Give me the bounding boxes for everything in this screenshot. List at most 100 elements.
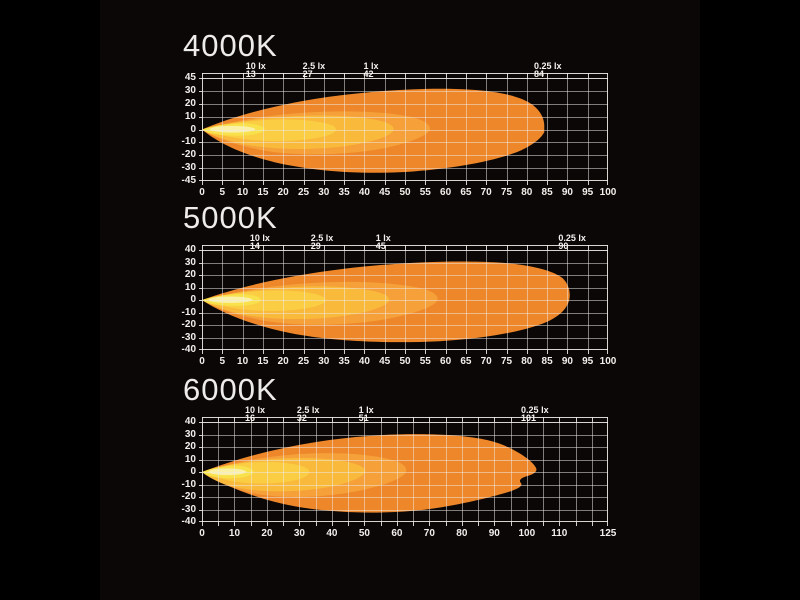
- top-ruler-tick: [592, 417, 593, 422]
- bottom-axis-tick: [466, 350, 467, 354]
- y-tick-label: 0: [190, 466, 196, 477]
- x-tick-label: 10: [228, 528, 241, 539]
- x-tick-label: 90: [488, 528, 500, 539]
- top-ruler-tick: [283, 245, 284, 250]
- top-ruler-tick: [348, 417, 349, 422]
- grid-hline: [202, 349, 608, 350]
- y-tick-label: 40: [184, 244, 196, 255]
- bottom-axis-tick: [507, 350, 508, 354]
- bottom-axis-tick: [243, 350, 244, 354]
- lux-value: 1 lx: [363, 61, 379, 71]
- y-tick-label: 20: [184, 441, 196, 452]
- lux-annotation: 2.5 lx 27: [302, 61, 326, 78]
- bottom-axis-tick: [202, 350, 203, 354]
- bottom-axis-tick: [364, 350, 365, 354]
- grid-vline: [527, 78, 528, 181]
- beam-hotspot-core: [208, 468, 247, 476]
- y-tick-label: 30: [184, 429, 196, 440]
- grid-vline: [243, 78, 244, 181]
- lux-value: 0.25 lx: [558, 233, 586, 243]
- top-ruler-tick: [222, 73, 223, 78]
- grid-vline: [324, 78, 325, 181]
- y-tick-label: 30: [184, 257, 196, 268]
- x-tick-label: 5: [219, 187, 226, 198]
- top-ruler-tick: [385, 245, 386, 250]
- y-tick-label: 30: [184, 85, 196, 96]
- y-axis-tick: [199, 325, 202, 326]
- x-tick-label: 20: [261, 528, 273, 539]
- grid-hline: [202, 447, 608, 448]
- y-tick-label: -40: [181, 516, 196, 527]
- bottom-axis-tick: [344, 181, 345, 185]
- lux-annotation: 1 lx 45: [375, 233, 391, 250]
- top-ruler-line: [202, 245, 608, 246]
- x-tick-label: 50: [358, 528, 370, 539]
- grid-hline: [202, 435, 608, 436]
- grid-vline: [202, 78, 203, 181]
- grid-vline: [405, 78, 406, 181]
- top-ruler-tick: [299, 417, 300, 422]
- y-axis-tick: [199, 91, 202, 92]
- top-ruler-line: [202, 417, 608, 418]
- top-ruler-tick: [202, 73, 203, 78]
- bottom-axis-tick: [607, 522, 608, 526]
- lux-annotation: 10 lx 13: [245, 61, 266, 78]
- bottom-axis-tick: [222, 181, 223, 185]
- top-ruler-tick: [381, 417, 382, 422]
- bottom-axis-tick: [507, 181, 508, 185]
- y-axis-tick: [199, 485, 202, 486]
- top-ruler-tick: [466, 73, 467, 78]
- grid-vline: [567, 78, 568, 181]
- y-axis-tick: [199, 349, 202, 350]
- bottom-axis-tick: [547, 350, 548, 354]
- chart-title-5000k: 5000K: [183, 200, 278, 235]
- lux-distance: 16: [244, 412, 255, 423]
- lux-annotation: 10 lx 14: [249, 234, 270, 251]
- grid-hline: [202, 472, 608, 473]
- y-tick-label: 20: [184, 98, 196, 109]
- bottom-axis-tick: [385, 181, 386, 185]
- lux-distance: 14: [249, 240, 260, 251]
- lux-annotation: 10 lx 16: [244, 406, 265, 423]
- lux-distance: 51: [358, 412, 369, 423]
- y-axis-tick: [199, 117, 202, 118]
- y-tick-label: -10: [181, 307, 196, 318]
- lux-value: 0.25 lx: [521, 405, 549, 415]
- bottom-axis-tick: [263, 181, 264, 185]
- bottom-axis-tick: [527, 350, 528, 354]
- x-tick-label: 30: [318, 356, 330, 367]
- x-tick-label: 15: [257, 187, 269, 198]
- bottom-axis-tick: [202, 181, 203, 185]
- lux-value: 2.5 lx: [302, 61, 326, 71]
- x-tick-label: 85: [541, 356, 553, 367]
- y-axis-tick: [199, 300, 202, 301]
- bottom-axis-tick: [543, 522, 544, 526]
- grid-hline: [202, 422, 608, 423]
- x-tick-label: 75: [500, 187, 513, 198]
- bottom-axis-tick: [567, 181, 568, 185]
- bottom-axis-tick: [527, 522, 528, 526]
- x-tick-label: 65: [460, 187, 472, 198]
- top-ruler-tick: [607, 73, 608, 78]
- y-tick-label: 10: [184, 282, 196, 293]
- bottom-axis-tick: [234, 522, 235, 526]
- lux-distance: 32: [296, 412, 307, 423]
- bottom-axis-tick: [559, 522, 560, 526]
- bottom-axis-tick: [576, 522, 577, 526]
- top-ruler-tick: [547, 73, 548, 78]
- lux-value: 1 lx: [375, 233, 391, 243]
- top-ruler-tick: [324, 245, 325, 250]
- y-axis-tick: [199, 435, 202, 436]
- top-ruler-tick: [527, 245, 528, 250]
- grid-hline: [202, 460, 608, 461]
- lux-value: 10 lx: [245, 61, 266, 71]
- top-ruler-tick: [413, 417, 414, 422]
- bottom-axis-tick: [364, 181, 365, 185]
- y-tick-label: 20: [184, 269, 196, 280]
- grid-vline: [425, 78, 426, 181]
- top-ruler-tick: [397, 417, 398, 422]
- x-tick-label: 25: [297, 187, 310, 198]
- y-axis-tick: [199, 275, 202, 276]
- top-ruler-tick: [607, 417, 608, 422]
- grid-hline: [202, 155, 608, 156]
